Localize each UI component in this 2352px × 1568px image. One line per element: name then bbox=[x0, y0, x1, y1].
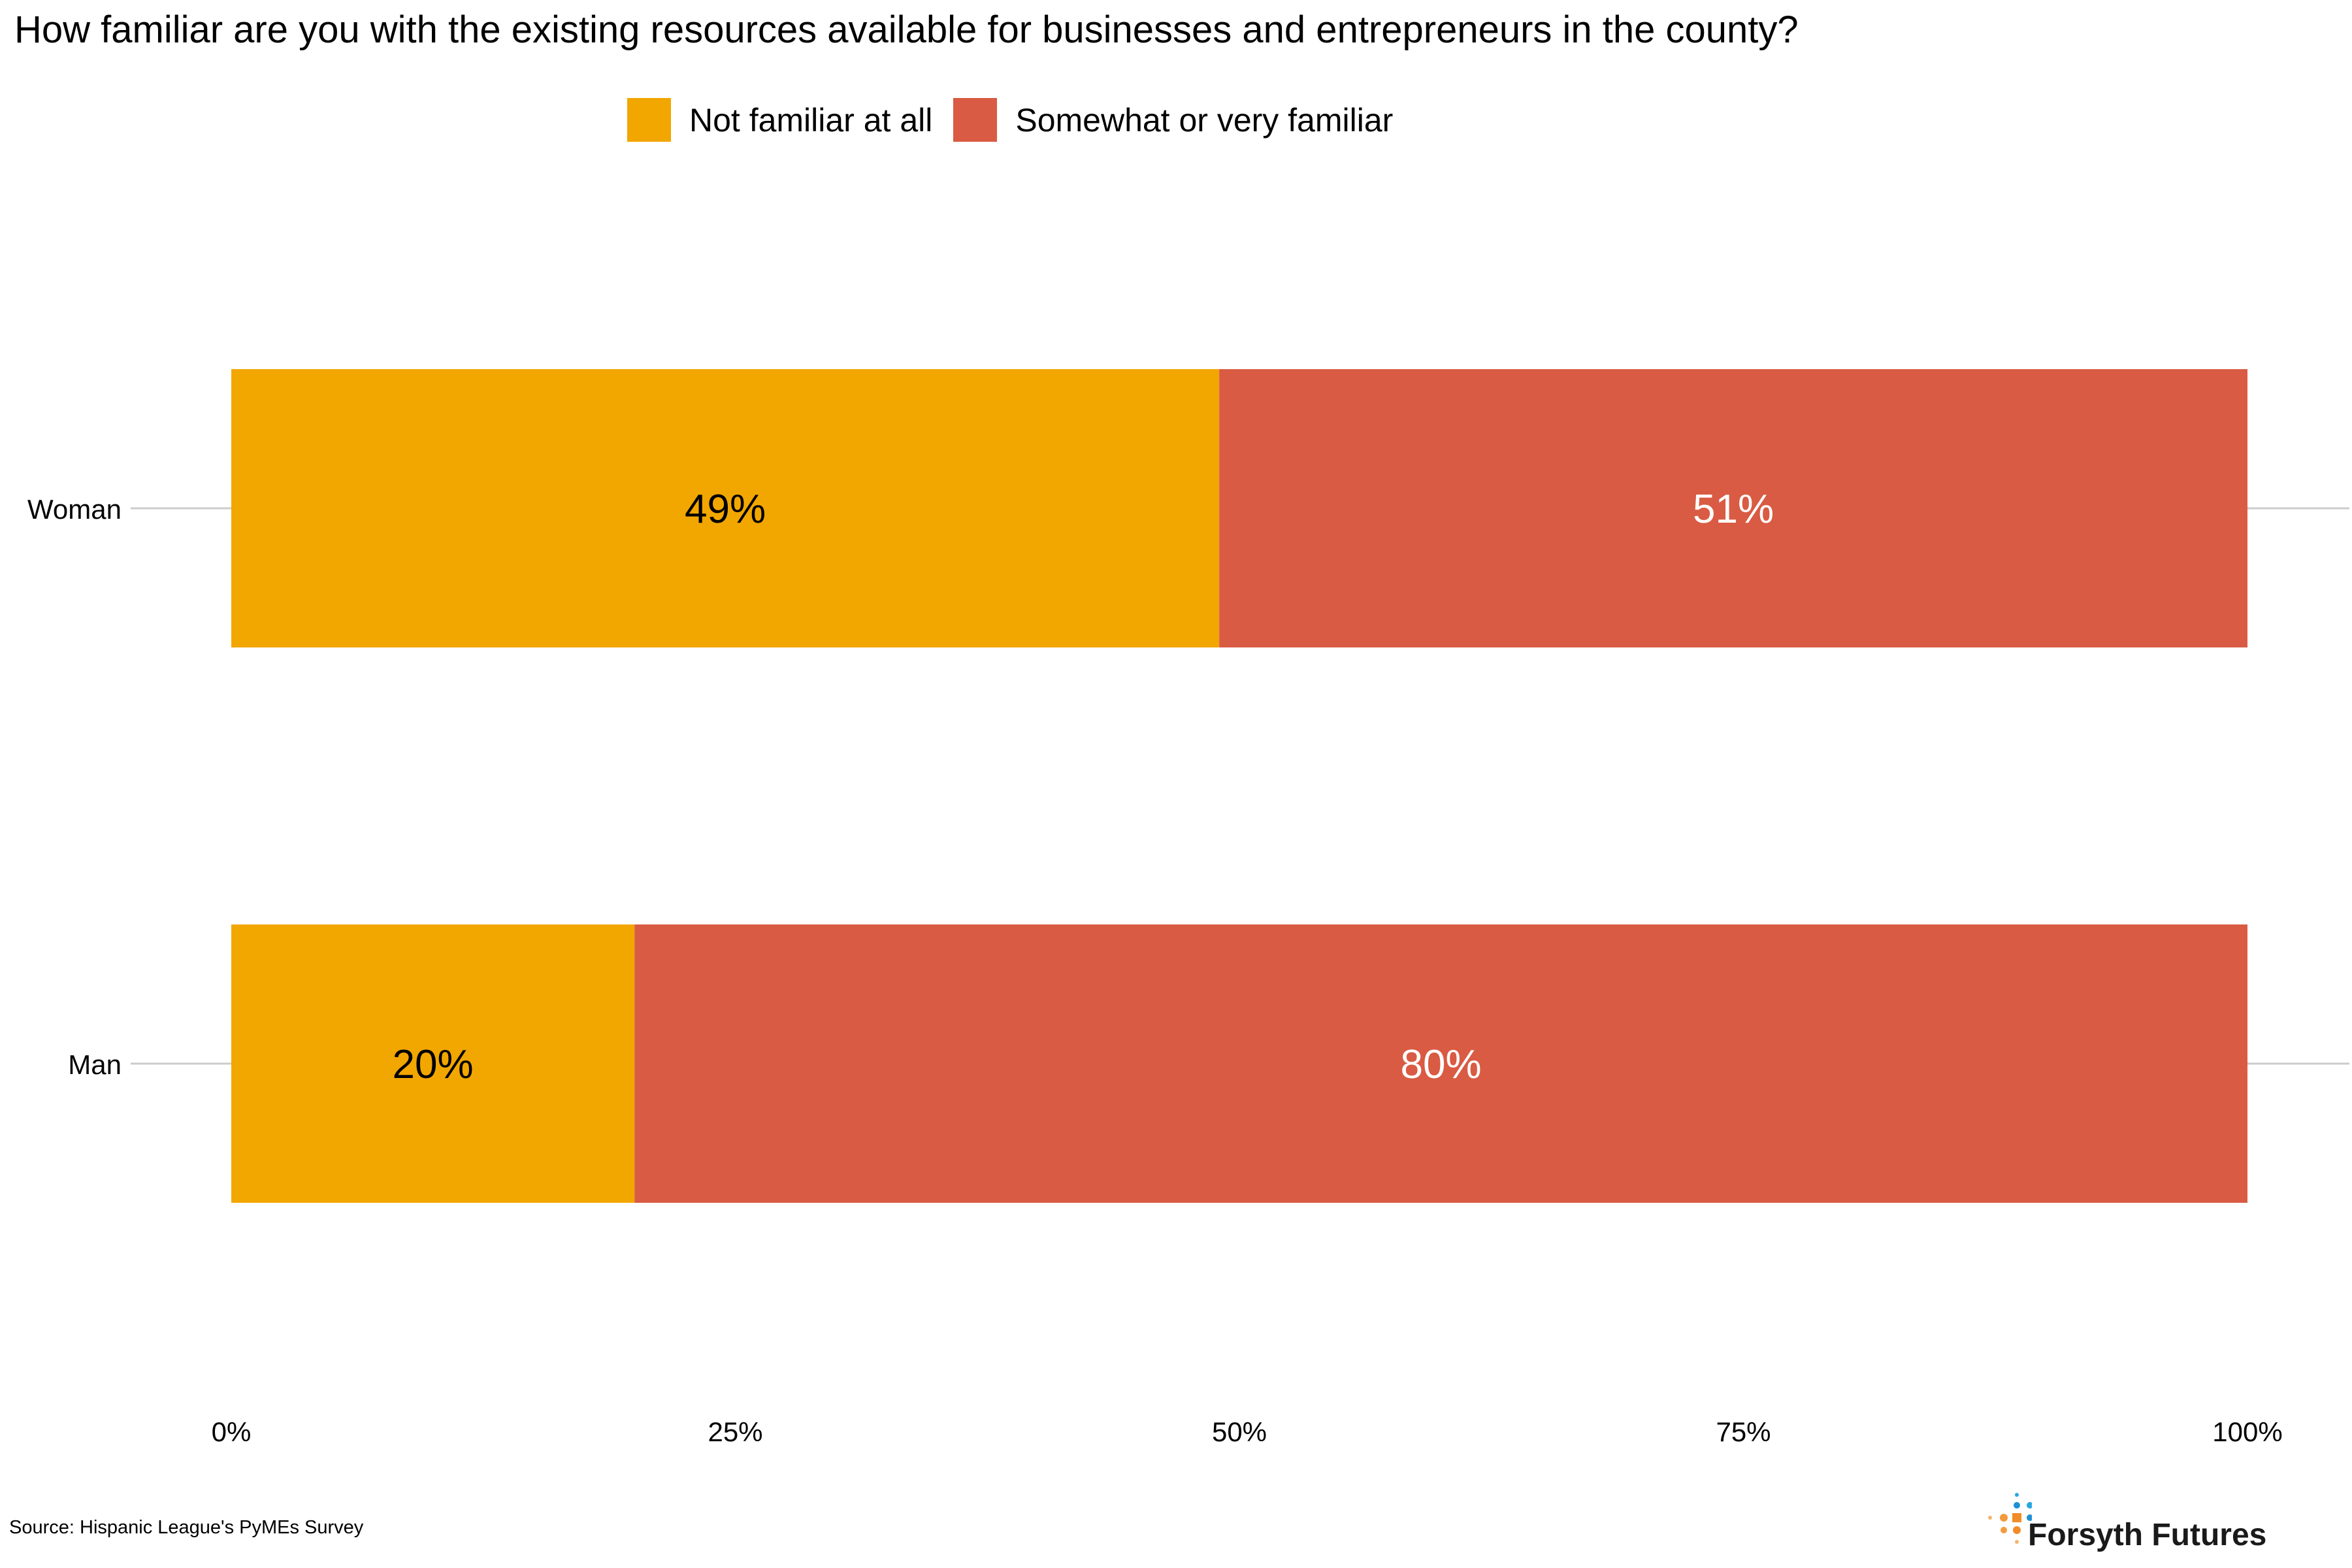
logo-text: Forsyth Futures bbox=[2028, 1518, 2267, 1552]
data-label-woman-not-familiar: 49% bbox=[685, 487, 766, 532]
logo-icon bbox=[1988, 1493, 2044, 1544]
bar-woman-somewhat-familiar bbox=[1219, 369, 2247, 647]
legend-item-not-familiar: Not familiar at all bbox=[627, 98, 932, 142]
data-label-woman-somewhat-familiar: 51% bbox=[1693, 487, 1774, 532]
source-note: Source: Hispanic League's PyMEs Survey bbox=[9, 1517, 364, 1538]
bar-man-not-familiar bbox=[231, 924, 635, 1203]
x-tick-label: 0% bbox=[212, 1416, 252, 1447]
legend-swatch-somewhat-familiar bbox=[953, 98, 998, 142]
y-tick-label-man: Man bbox=[68, 1049, 122, 1080]
y-tick-label-woman: Woman bbox=[27, 494, 122, 525]
x-tick-label: 75% bbox=[1716, 1416, 1771, 1447]
bar-man-somewhat-familiar bbox=[634, 924, 2248, 1203]
legend-label-somewhat-familiar: Somewhat or very familiar bbox=[1015, 101, 1394, 139]
bar-woman-not-familiar bbox=[231, 369, 1220, 647]
forsyth-futures-logo: Forsyth Futures bbox=[1980, 1490, 2274, 1561]
legend: Not familiar at all Somewhat or very fam… bbox=[627, 98, 1414, 142]
data-label-man-not-familiar: 20% bbox=[393, 1042, 474, 1087]
data-label-man-somewhat-familiar: 80% bbox=[1401, 1042, 1482, 1087]
legend-item-somewhat-familiar: Somewhat or very familiar bbox=[953, 98, 1393, 142]
chart-title: How familiar are you with the existing r… bbox=[14, 8, 1799, 51]
x-tick-label: 50% bbox=[1212, 1416, 1267, 1447]
x-tick-label: 25% bbox=[708, 1416, 762, 1447]
legend-label-not-familiar: Not familiar at all bbox=[689, 101, 933, 139]
legend-swatch-not-familiar bbox=[627, 98, 671, 142]
x-tick-label: 100% bbox=[2212, 1416, 2282, 1447]
